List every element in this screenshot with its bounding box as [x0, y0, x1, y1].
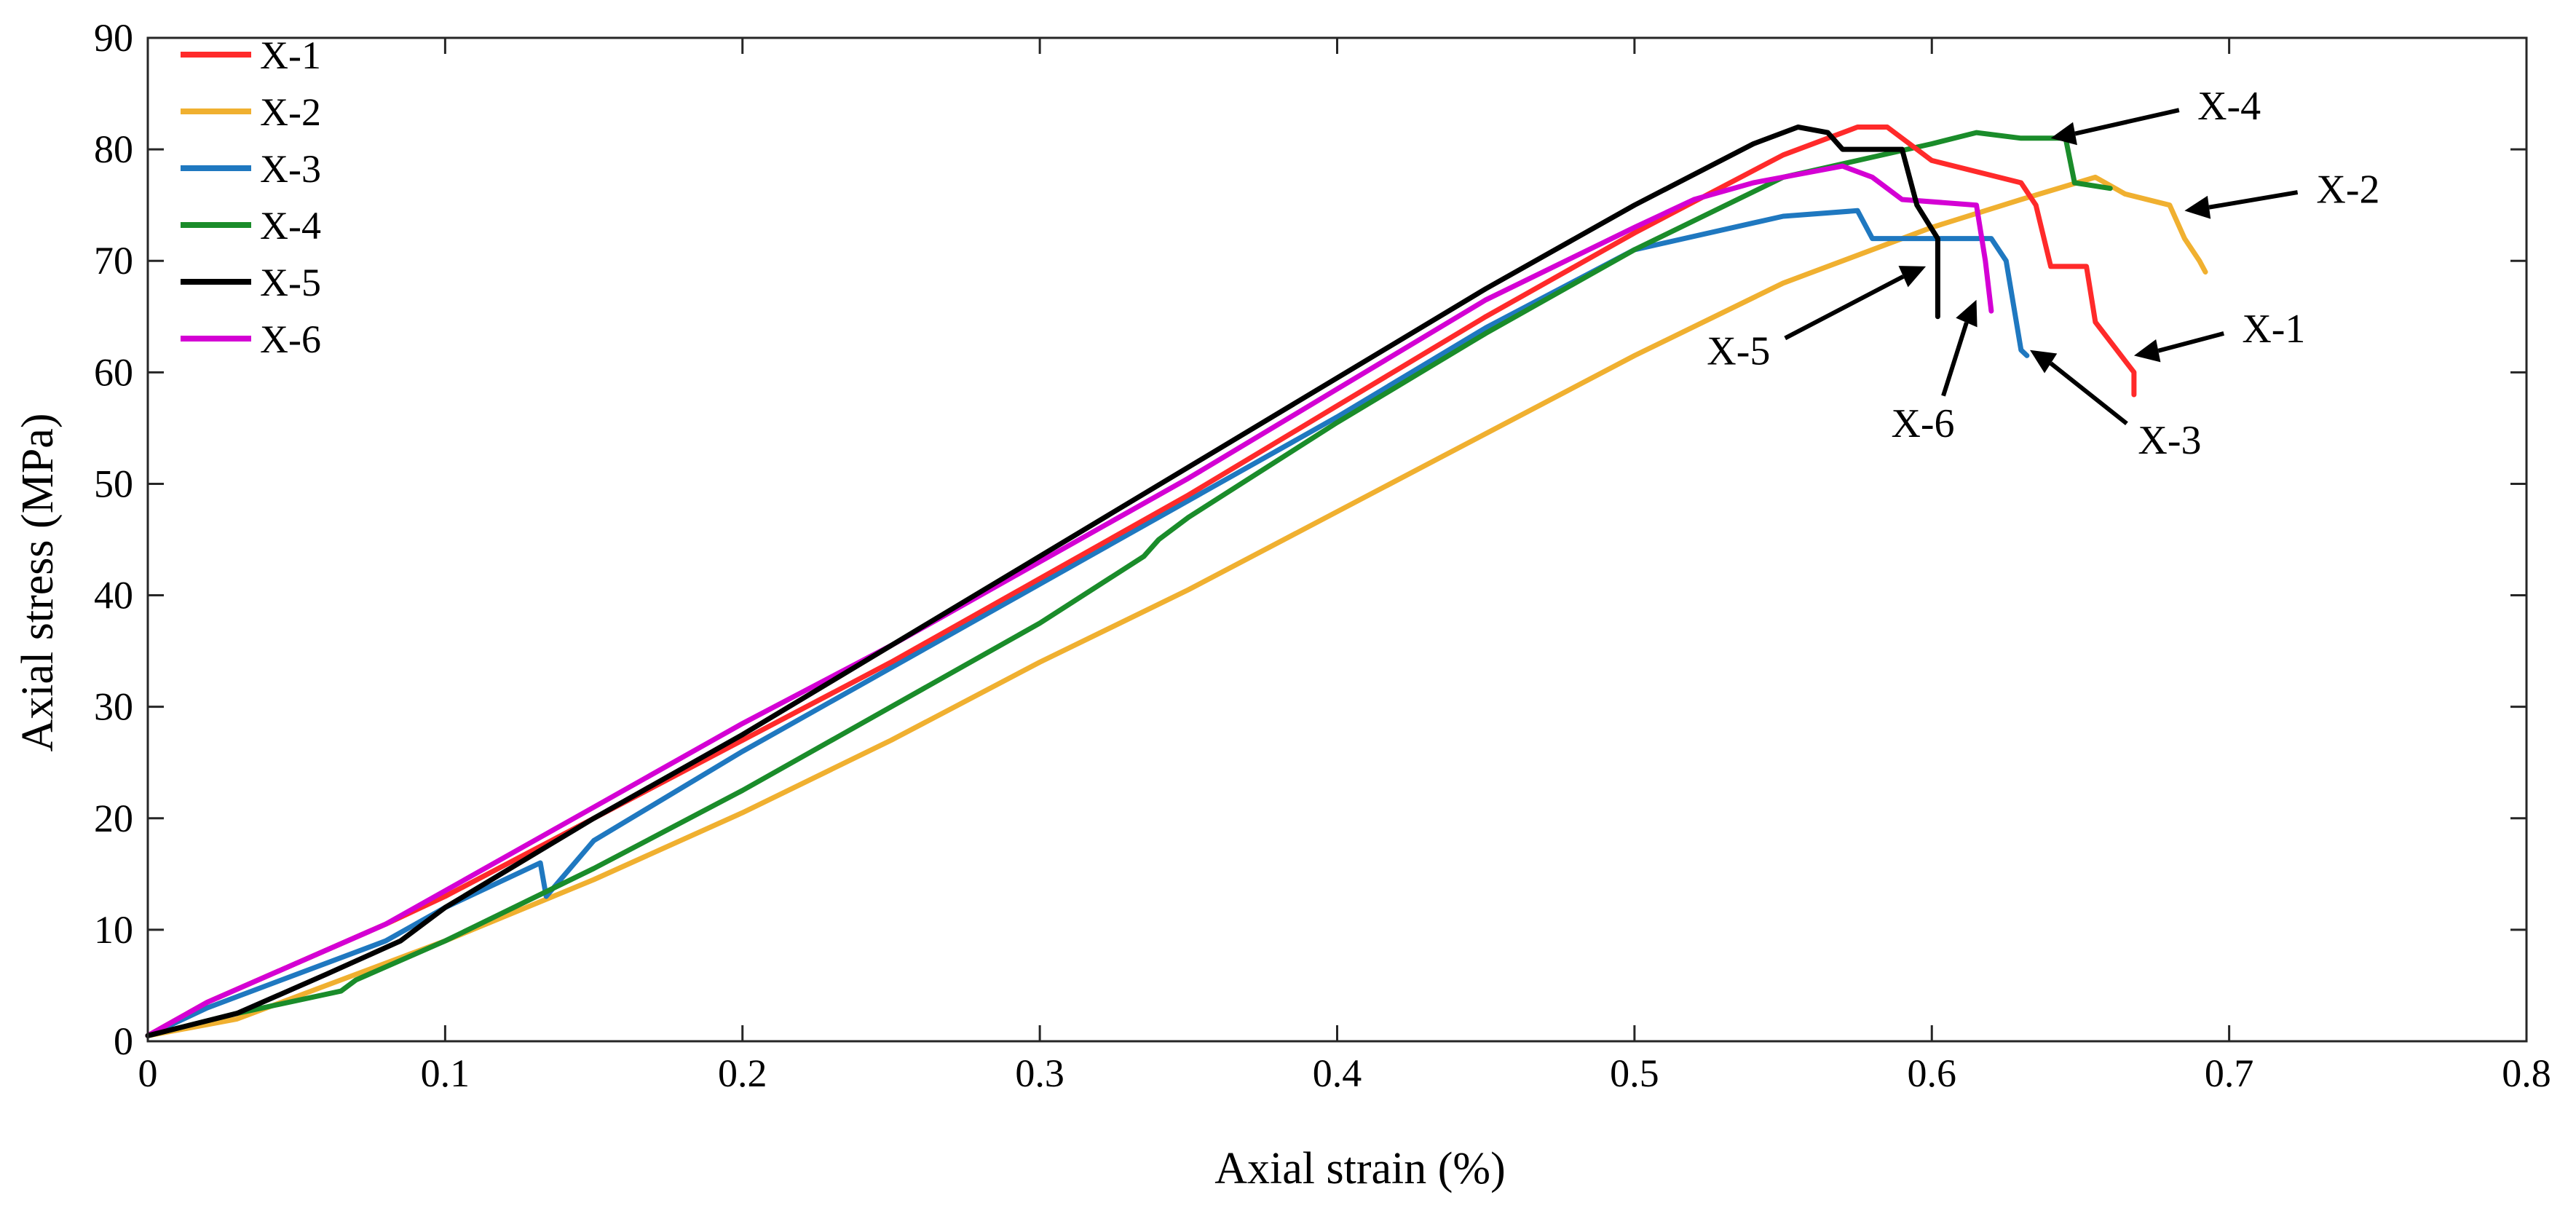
annotation-label-x-3: X-3: [2138, 418, 2201, 463]
annotation-arrowhead-x-2: [2184, 195, 2211, 219]
y-tick-label: 50: [94, 462, 133, 505]
x-tick-label: 0.2: [718, 1051, 767, 1095]
annotation-label-x-4: X-4: [2197, 84, 2261, 129]
series-line-x-3: [145, 208, 2030, 1038]
series-line-x-1: [145, 125, 2137, 1038]
annotation-label-x-1: X-1: [2242, 307, 2305, 352]
x-tick-label: 0: [138, 1051, 158, 1095]
x-tick-label: 0.1: [421, 1051, 470, 1095]
annotation-arrow-x-2: [2208, 190, 2299, 210]
annotation-arrow-x-5: [1784, 275, 1905, 341]
x-tick-label: 0.8: [2502, 1051, 2551, 1095]
annotation-arrowhead-x-1: [2133, 339, 2161, 363]
y-tick-label: 60: [94, 350, 133, 394]
x-tick-label: 0.5: [1610, 1051, 1659, 1095]
legend-label-x-3: X-3: [260, 147, 321, 191]
legend-label-x-4: X-4: [260, 204, 321, 248]
annotation-label-x-5: X-5: [1707, 329, 1770, 374]
x-tick-label: 0.7: [2205, 1051, 2254, 1095]
annotation-arrow-x-1: [2157, 331, 2225, 353]
y-tick-label: 70: [94, 239, 133, 283]
legend-label-x-5: X-5: [260, 261, 321, 304]
y-axis-title: Axial stress (MPa): [13, 414, 63, 752]
annotation-arrowhead-x-4: [2050, 122, 2077, 146]
x-tick-label: 0.4: [1313, 1051, 1362, 1095]
annotation-label-x-6: X-6: [1891, 401, 1954, 446]
annotation-arrow-x-6: [1941, 322, 1969, 397]
x-axis-title: Axial strain (%): [1214, 1144, 1505, 1193]
x-tick-label: 0.3: [1015, 1051, 1064, 1095]
y-tick-label: 40: [94, 574, 133, 617]
y-tick-label: 0: [114, 1019, 133, 1063]
annotation-arrowhead-x-3: [2030, 350, 2058, 374]
legend-label-x-6: X-6: [260, 317, 321, 361]
legend: X-1 X-2 X-3 X-4 X-5 X-6: [181, 33, 321, 361]
annotation-arrow-x-4: [2074, 108, 2180, 136]
annotation-arrow-x-3: [2049, 361, 2128, 426]
series-line-x-4: [145, 130, 2113, 1038]
series-line-x-5: [145, 125, 1940, 1038]
y-tick-label: 90: [94, 16, 133, 60]
series-line-x-2: [145, 174, 2208, 1038]
annotation-arrowhead-x-5: [1898, 266, 1927, 288]
x-tick-label: 0.6: [1908, 1051, 1957, 1095]
annotation-arrowhead-x-6: [1956, 299, 1978, 328]
annotation-layer: X-4 X-2 X-1 X-5 X-6 X-3: [1707, 84, 2379, 463]
series-line-x-6: [145, 163, 1994, 1038]
y-tick-label: 10: [94, 908, 133, 952]
legend-label-x-2: X-2: [260, 90, 321, 134]
series-layer: [145, 125, 2208, 1038]
ticks-layer: 0 0.1 0.2 0.3 0.4 0.5 0.6 0.7 0.8 0 10 20 30 40 50 60 70…: [94, 16, 2551, 1095]
y-tick-label: 80: [94, 127, 133, 171]
annotation-label-x-2: X-2: [2316, 167, 2379, 213]
y-tick-label: 30: [94, 685, 133, 729]
legend-label-x-1: X-1: [260, 33, 321, 77]
y-tick-label: 20: [94, 797, 133, 840]
